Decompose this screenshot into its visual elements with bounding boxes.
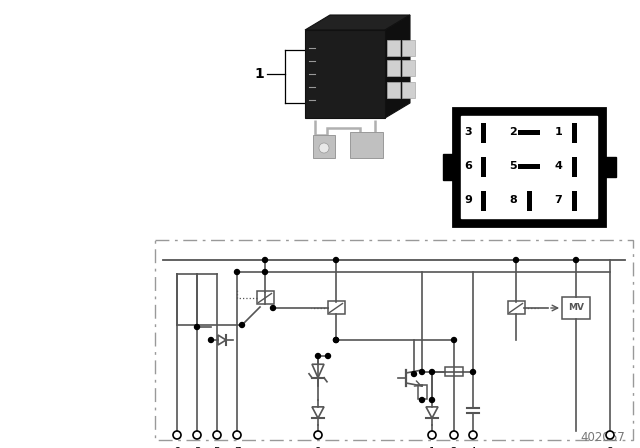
Text: 3: 3 — [464, 127, 472, 137]
Bar — [402, 82, 415, 98]
Circle shape — [262, 258, 268, 263]
Circle shape — [319, 143, 329, 153]
Text: 7: 7 — [234, 447, 240, 448]
Circle shape — [429, 370, 435, 375]
Text: 5: 5 — [214, 447, 220, 448]
Circle shape — [469, 431, 477, 439]
Bar — [402, 40, 415, 56]
Circle shape — [316, 353, 321, 358]
Bar — [387, 60, 400, 76]
Bar — [508, 302, 525, 314]
Circle shape — [573, 258, 579, 263]
Text: 402067: 402067 — [580, 431, 625, 444]
Bar — [527, 191, 531, 211]
Circle shape — [271, 306, 275, 310]
Text: 9: 9 — [315, 447, 321, 448]
Bar — [518, 130, 540, 135]
Text: 3: 3 — [194, 447, 200, 448]
Bar — [155, 240, 633, 440]
Circle shape — [173, 431, 181, 439]
Polygon shape — [350, 132, 383, 158]
Circle shape — [239, 323, 244, 327]
Bar — [572, 191, 577, 211]
Text: MV: MV — [568, 303, 584, 313]
Bar — [445, 367, 463, 376]
Circle shape — [470, 370, 476, 375]
Bar — [518, 164, 540, 169]
Text: 4: 4 — [470, 447, 476, 448]
Text: 2: 2 — [451, 447, 458, 448]
Bar — [481, 191, 486, 211]
Text: 7: 7 — [555, 195, 563, 205]
Circle shape — [262, 270, 268, 275]
Text: 6: 6 — [173, 447, 180, 448]
Circle shape — [450, 431, 458, 439]
Text: 8: 8 — [509, 195, 517, 205]
Circle shape — [213, 431, 221, 439]
Bar — [572, 123, 577, 143]
Text: 2: 2 — [509, 127, 517, 137]
Circle shape — [419, 370, 424, 375]
Bar — [562, 297, 590, 319]
Text: 1: 1 — [429, 447, 435, 448]
Text: 1: 1 — [254, 67, 264, 81]
Circle shape — [314, 431, 322, 439]
Text: 9: 9 — [464, 195, 472, 205]
Bar — [417, 385, 426, 399]
Text: 1: 1 — [555, 127, 563, 137]
Circle shape — [209, 337, 214, 343]
Polygon shape — [385, 15, 410, 118]
Bar — [328, 302, 344, 314]
Bar — [387, 82, 400, 98]
Bar — [461, 116, 597, 218]
Circle shape — [513, 258, 518, 263]
Bar — [453, 108, 605, 226]
Bar — [257, 292, 273, 305]
Text: 4: 4 — [555, 161, 563, 171]
Text: 5: 5 — [509, 161, 517, 171]
Circle shape — [333, 258, 339, 263]
Polygon shape — [313, 135, 335, 158]
Bar — [481, 123, 486, 143]
Bar — [402, 60, 415, 76]
Circle shape — [233, 431, 241, 439]
Circle shape — [412, 371, 417, 376]
Circle shape — [451, 337, 456, 343]
Bar — [443, 154, 454, 180]
Bar — [604, 157, 616, 177]
Circle shape — [193, 431, 201, 439]
Circle shape — [195, 324, 200, 329]
Polygon shape — [305, 30, 385, 118]
Circle shape — [234, 270, 239, 275]
Polygon shape — [305, 15, 410, 30]
Circle shape — [326, 353, 330, 358]
Text: 8: 8 — [607, 447, 613, 448]
Text: 6: 6 — [464, 161, 472, 171]
Circle shape — [419, 397, 424, 402]
Circle shape — [428, 431, 436, 439]
Bar — [387, 40, 400, 56]
Circle shape — [333, 337, 339, 343]
Circle shape — [429, 397, 435, 402]
Bar — [481, 157, 486, 177]
Circle shape — [606, 431, 614, 439]
Circle shape — [333, 337, 339, 343]
Bar — [572, 157, 577, 177]
